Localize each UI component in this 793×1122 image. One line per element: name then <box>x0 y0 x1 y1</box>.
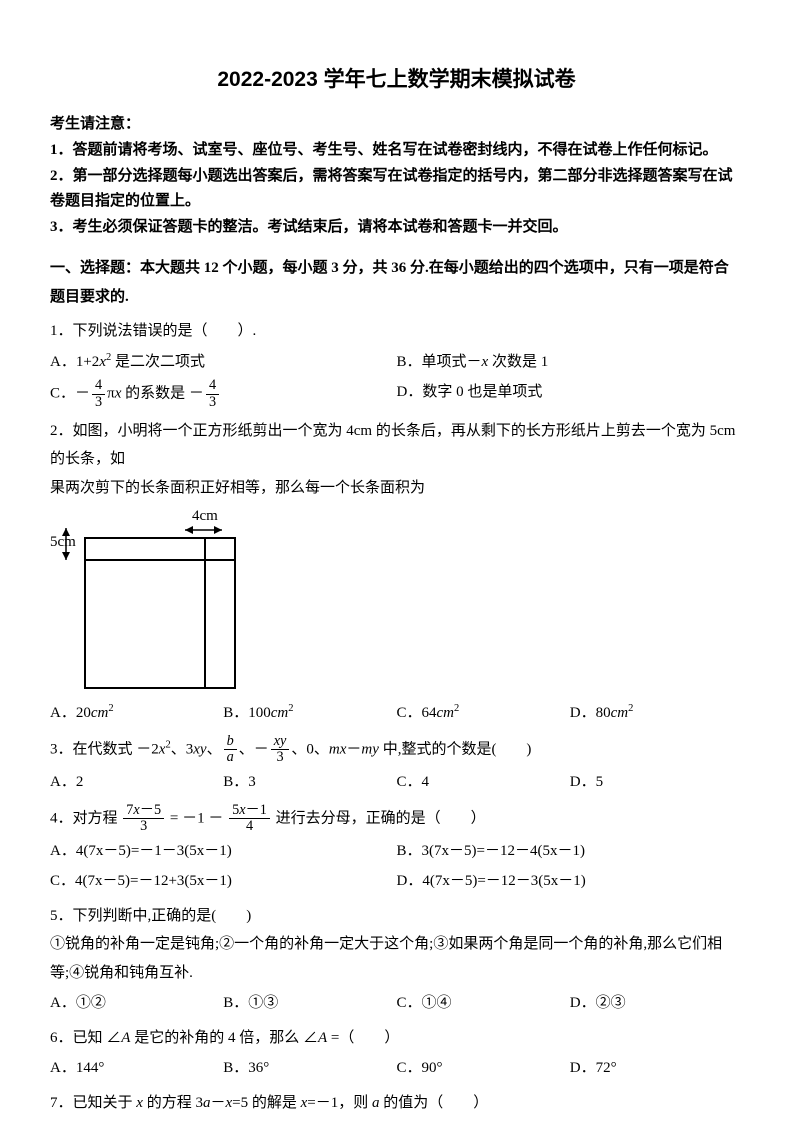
q1-options-row2: C．－43πx 的系数是 －43 D．数字 0 也是单项式 <box>50 378 743 410</box>
q2-opt-b: B．100cm2 <box>223 699 396 728</box>
q3-post: 中,整式的个数是( ) <box>383 741 532 757</box>
q2-d-val: 80 <box>596 705 611 721</box>
q7-end: 的值为（ ） <box>380 1095 489 1111</box>
svg-text:4cm: 4cm <box>192 508 218 524</box>
notice-3: 3．考生必须保证答题卡的整洁。考试结束后，请将本试卷和答题卡一并交回。 <box>50 215 743 241</box>
notice-1: 1．答题前请将考场、试室号、座位号、考生号、姓名写在试卷密封线内，不得在试卷上作… <box>50 138 743 164</box>
q3-opt-a: A．2 <box>50 768 223 797</box>
q7-eq: 的解是 <box>248 1095 301 1111</box>
q5-opt-a: A．①② <box>50 989 223 1018</box>
q2-a-label: A． <box>50 705 76 721</box>
var-y: y <box>280 733 286 749</box>
q6-opt-b: B．36° <box>223 1054 396 1083</box>
q4-options-row1: A．4(7x－5)=－1－3(5x－1) B．3(7x－5)=－12－4(5x－… <box>50 837 743 866</box>
var-m: m <box>361 741 372 757</box>
q7-post: ，则 <box>338 1095 372 1111</box>
q2-a-unit: cm <box>91 705 109 721</box>
q5-opt-c: C．①④ <box>397 989 570 1018</box>
q6-post: =（ ） <box>327 1030 399 1046</box>
q7-mid: 的方程 <box>143 1095 196 1111</box>
var-a: a <box>227 749 234 765</box>
q2-b-unit: cm <box>271 705 289 721</box>
q2-figure: 5cm 4cm <box>50 508 290 693</box>
q1-opt-b: B．单项式－x 次数是 1 <box>397 348 744 377</box>
page-title: 2022-2023 学年七上数学期末模拟试卷 <box>50 60 743 100</box>
q2-d-unit: cm <box>611 705 629 721</box>
q1-b-tail: 次数是 1 <box>488 354 548 370</box>
q6-stem: 6．已知 ∠A 是它的补角的 4 倍，那么 ∠A =（ ） <box>50 1024 743 1053</box>
q2-c-unit: cm <box>437 705 455 721</box>
var-y: y <box>200 741 207 757</box>
q4-opt-b: B．3(7x－5)=－12－4(5x－1) <box>397 837 744 866</box>
q2-b-val: 100 <box>248 705 271 721</box>
var-x: x <box>225 1095 232 1111</box>
q3-opt-b: B．3 <box>223 768 396 797</box>
q4-opt-c: C．4(7x－5)=－12+3(5x－1) <box>50 867 397 896</box>
q2-a-val: 20 <box>76 705 91 721</box>
q1-a-pre: A． <box>50 354 76 370</box>
var-x: x <box>340 741 347 757</box>
q1-options-row1: A．1+2x2 是二次二项式 B．单项式－x 次数是 1 <box>50 348 743 377</box>
var-a: a <box>372 1095 380 1111</box>
var-a: a <box>203 1095 211 1111</box>
q6-options: A．144° B．36° C．90° D．72° <box>50 1054 743 1083</box>
var-y: y <box>372 741 379 757</box>
var-x: x <box>239 802 245 818</box>
q2-b-label: B． <box>223 705 248 721</box>
q2-opt-a: A．20cm2 <box>50 699 223 728</box>
section-1-head: 一、选择题：本大题共 12 个小题，每小题 3 分，共 36 分.在每小题给出的… <box>50 254 743 311</box>
q3-stem: 3．在代数式 －2x2、3xy、ba、－xy3、0、mx－my 中,整式的个数是… <box>50 734 743 766</box>
q1-stem: 1．下列说法错误的是（ ）. <box>50 317 743 346</box>
q2-opt-d: D．80cm2 <box>570 699 743 728</box>
q3-opt-c: C．4 <box>397 768 570 797</box>
q1-b: B．单项式－ <box>397 354 482 370</box>
q2-c-val: 64 <box>422 705 437 721</box>
q5-stem: 5．下列判断中,正确的是( ) <box>50 902 743 931</box>
q1-c-pre: C． <box>50 386 75 402</box>
q5-opt-d: D．②③ <box>570 989 743 1018</box>
var-big-a: A <box>318 1030 327 1046</box>
q1-opt-a: A．1+2x2 是二次二项式 <box>50 348 397 377</box>
q1-opt-c: C．－43πx 的系数是 －43 <box>50 378 397 410</box>
q2-stem1: 2．如图，小明将一个正方形纸剪出一个宽为 4cm 的长条后，再从剩下的长方形纸片… <box>50 417 743 474</box>
q5-opt-b: B．①③ <box>223 989 396 1018</box>
q5-body: ①锐角的补角一定是钝角;②一个角的补角一定大于这个角;③如果两个角是同一个角的补… <box>50 930 743 987</box>
q6-pre: 6．已知 ∠ <box>50 1030 121 1046</box>
var-x: x <box>133 802 139 818</box>
q3-pre: 3．在代数式 <box>50 741 133 757</box>
q6-opt-c: C．90° <box>397 1054 570 1083</box>
var-x: x <box>301 1095 308 1111</box>
svg-text:5cm: 5cm <box>50 534 76 550</box>
q6-opt-a: A．144° <box>50 1054 223 1083</box>
q6-mid: 是它的补角的 4 倍，那么 ∠ <box>130 1030 318 1046</box>
q7-pre: 7．已知关于 <box>50 1095 136 1111</box>
notice-2: 2．第一部分选择题每小题选出答案后，需将答案写在试卷指定的括号内，第二部分非选择… <box>50 164 743 215</box>
q1-a-mid: 是二次二项式 <box>111 354 205 370</box>
q2-c-label: C． <box>397 705 422 721</box>
q2-options: A．20cm2 B．100cm2 C．64cm2 D．80cm2 <box>50 699 743 728</box>
q4-options-row2: C．4(7x－5)=－12+3(5x－1) D．4(7x－5)=－12－3(5x… <box>50 867 743 896</box>
q6-opt-d: D．72° <box>570 1054 743 1083</box>
q4-opt-a: A．4(7x－5)=－1－3(5x－1) <box>50 837 397 866</box>
q2-stem2: 果两次剪下的长条面积正好相等，那么每一个长条面积为 <box>50 474 743 503</box>
q3-opt-d: D．5 <box>570 768 743 797</box>
q4-stem: 4．对方程 7x－53 = －1 － 5x－14 进行去分母，正确的是（ ） <box>50 803 743 835</box>
q3-options: A．2 B．3 C．4 D．5 <box>50 768 743 797</box>
var-x: x <box>193 741 200 757</box>
q4-pre: 4．对方程 <box>50 810 121 826</box>
q1-opt-d: D．数字 0 也是单项式 <box>397 378 744 410</box>
q1-c-mid: 的系数是 <box>121 386 189 402</box>
q4-mid: = －1 － <box>166 810 227 826</box>
q2-opt-c: C．64cm2 <box>397 699 570 728</box>
var-x: x <box>136 1095 143 1111</box>
var-x: x <box>99 354 106 370</box>
q7-stem: 7．已知关于 x 的方程 3a－x=5 的解是 x=－1，则 a 的值为（ ） <box>50 1089 743 1118</box>
var-b: b <box>227 733 234 749</box>
q5-options: A．①② B．①③ C．①④ D．②③ <box>50 989 743 1018</box>
notice-head: 考生请注意： <box>50 110 743 139</box>
var-m: m <box>329 741 340 757</box>
q4-post: 进行去分母，正确的是（ ） <box>272 810 486 826</box>
q2-d-label: D． <box>570 705 596 721</box>
q4-opt-d: D．4(7x－5)=－12－3(5x－1) <box>397 867 744 896</box>
